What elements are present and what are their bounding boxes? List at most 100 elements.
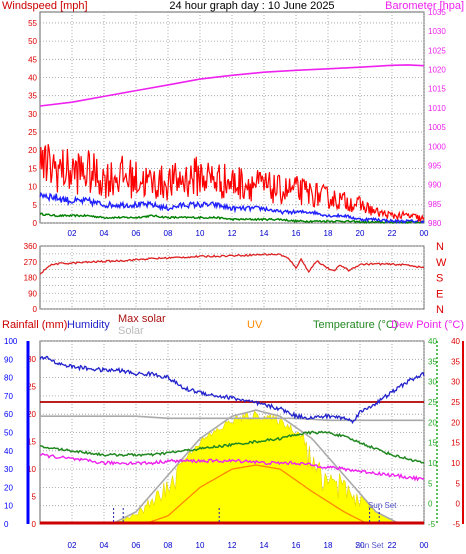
humidity-y-tick-label: 100 <box>4 337 18 346</box>
wind-x-tick-label: 00 <box>420 229 429 238</box>
wind-y-tick-label: 35 <box>28 92 37 101</box>
barometer-line <box>39 64 425 107</box>
barometer-y-tick-label: 995 <box>428 161 442 170</box>
temp-green-y-tick-label: 5 <box>428 479 433 488</box>
uv-line <box>143 464 369 525</box>
temp-green-y-tick-label: 35 <box>428 357 437 366</box>
temp-x-tick-label: 20 <box>356 541 365 550</box>
wind-direction-line <box>39 252 425 275</box>
direction-y-tick-label: 360 <box>24 242 38 251</box>
wind-y-tick-label: 20 <box>28 146 37 155</box>
dew-point-label: Dew Point (°C) <box>391 319 464 331</box>
wind-y-tick-label: 45 <box>28 55 37 64</box>
wind-y-tick-label: 10 <box>28 183 37 192</box>
temp-red-y-tick-label: 0 <box>456 500 461 509</box>
rain-y-tick-label: 10 <box>27 465 36 474</box>
wind-low-line <box>39 212 425 225</box>
temperature-label: Temperature (°C) <box>313 319 397 331</box>
humidity-y-tick-label: 60 <box>4 410 13 419</box>
dew-point-line <box>39 452 425 482</box>
temp-red-y-tick-label: -5 <box>453 520 461 529</box>
humidity-y-tick-label: 30 <box>4 465 13 474</box>
wind-y-tick-label: 5 <box>33 201 38 210</box>
temp-red-y-tick-label: 25 <box>451 398 460 407</box>
page-title: 24 hour graph day : 10 June 2025 <box>169 0 334 12</box>
header-labels: 24 hour graph day : 10 June 2025 Windspe… <box>2 0 464 337</box>
compass-label: N <box>436 241 444 253</box>
humidity-y-tick-label: 90 <box>4 355 13 364</box>
max-solar-label: Max solar <box>118 313 166 325</box>
humidity-y-tick-label: 80 <box>4 374 13 383</box>
solar-area <box>111 409 401 525</box>
temp-x-tick-label: 00 <box>420 541 429 550</box>
rain-y-tick-label: 30 <box>27 355 36 364</box>
rain-y-tick-label: 25 <box>27 383 36 392</box>
wind-x-tick-label: 10 <box>196 229 205 238</box>
humidity-label: Humidity <box>67 319 110 331</box>
direction-y-tick-label: 90 <box>28 289 37 298</box>
temp-green-y-tick-label: -5 <box>428 520 436 529</box>
humidity-y-tick-label: 50 <box>4 429 13 438</box>
humidity-y-tick-label: 10 <box>4 502 13 511</box>
wind-y-tick-label: 40 <box>28 73 37 82</box>
barometer-y-tick-label: 1000 <box>428 142 446 151</box>
temp-x-tick-label: 16 <box>292 541 301 550</box>
rainfall-label: Rainfall (mm) <box>2 319 67 331</box>
temp-green-y-tick-label: 20 <box>428 418 437 427</box>
barometer-y-tick-label: 990 <box>428 181 442 190</box>
wind-y-tick-label: 25 <box>28 128 37 137</box>
temp-red-y-tick-label: 30 <box>451 378 460 387</box>
temp-x-tick-label: 10 <box>196 541 205 550</box>
temp-green-y-tick-label: 25 <box>428 398 437 407</box>
wind-gust-line <box>39 144 425 223</box>
wind-x-tick-label: 18 <box>324 229 333 238</box>
wind-x-tick-label: 06 <box>132 229 141 238</box>
direction-y-tick-label: 0 <box>33 305 38 314</box>
wind-y-tick-label: 55 <box>28 19 37 28</box>
sun-set-label-bottom: Sun Set <box>355 541 384 550</box>
temp-x-tick-label: 22 <box>388 541 397 550</box>
barometer-y-tick-label: 1025 <box>428 46 446 55</box>
humidity-y-tick-label: 70 <box>4 392 13 401</box>
barometer-y-tick-label: 985 <box>428 200 442 209</box>
wind-x-tick-label: 04 <box>100 229 109 238</box>
rain-y-tick-label: 5 <box>32 493 37 502</box>
temp-red-y-tick-label: 20 <box>451 418 460 427</box>
compass-label: S <box>436 273 443 285</box>
wind-barometer-panel: 0510152025303540455055980985990995100010… <box>28 8 446 238</box>
barometer-y-tick-label: 1030 <box>428 27 446 36</box>
wind-x-tick-label: 12 <box>228 229 237 238</box>
humidity-line <box>39 355 425 425</box>
uv-label: UV <box>247 319 263 331</box>
temp-red-y-tick-label: 35 <box>451 357 460 366</box>
temp-red-y-tick-label: 15 <box>451 439 460 448</box>
temp-x-tick-label: 04 <box>100 541 109 550</box>
humidity-y-tick-label: 40 <box>4 447 13 456</box>
wind-y-tick-label: 0 <box>33 219 38 228</box>
wind-x-tick-label: 22 <box>388 229 397 238</box>
temp-red-y-tick-label: 10 <box>451 459 460 468</box>
temperature-line <box>39 430 425 464</box>
barometer-y-tick-label: 1005 <box>428 123 446 132</box>
humidity-y-tick-label: 0 <box>4 520 9 529</box>
temp-x-tick-label: 12 <box>228 541 237 550</box>
windspeed-axis-label: Windspeed [mph] <box>2 0 88 12</box>
barometer-y-tick-label: 980 <box>428 219 442 228</box>
temp-green-y-tick-label: 10 <box>428 459 437 468</box>
temp-green-y-tick-label: 30 <box>428 378 437 387</box>
sun-set-label: Sun Set <box>368 501 397 510</box>
rain-y-tick-label: 20 <box>27 410 36 419</box>
compass-label: N <box>436 304 444 316</box>
direction-y-tick-label: 270 <box>24 258 38 267</box>
feels-like-line <box>40 415 424 422</box>
wind-y-tick-label: 15 <box>28 164 37 173</box>
solar-label: Solar <box>118 325 144 337</box>
temp-x-tick-label: 18 <box>324 541 333 550</box>
wind-x-tick-label: 20 <box>356 229 365 238</box>
barometer-y-tick-label: 1035 <box>428 8 446 17</box>
barometer-y-tick-label: 1010 <box>428 104 446 113</box>
temp-green-y-tick-label: 40 <box>428 337 437 346</box>
wind-x-tick-label: 08 <box>164 229 173 238</box>
temp-red-y-tick-label: 5 <box>456 479 461 488</box>
wind-x-tick-label: 14 <box>260 229 269 238</box>
